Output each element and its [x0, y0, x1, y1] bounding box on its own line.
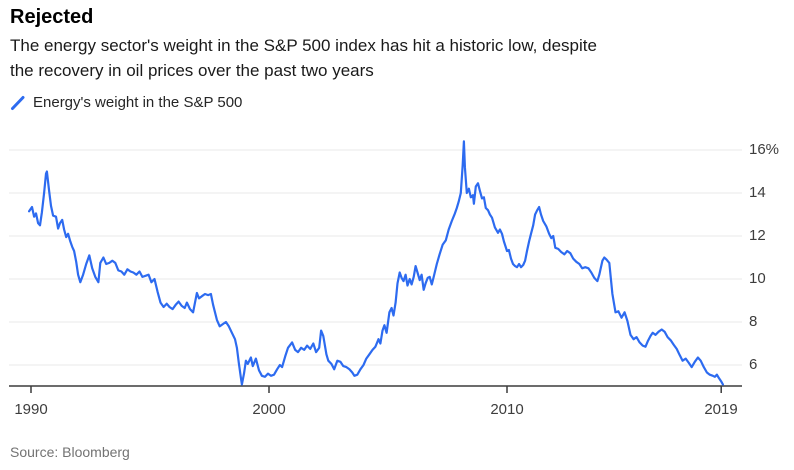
y-axis-label: 8: [749, 313, 758, 330]
y-axis-label: 14: [749, 184, 766, 201]
x-axis-label: 2010: [490, 401, 524, 418]
y-axis-label: 12: [749, 227, 766, 244]
energy-weight-line: [28, 140, 725, 386]
diagonal-line-icon: [10, 95, 26, 111]
x-axis-label: 2000: [252, 401, 286, 418]
y-axis-label: 16%: [749, 141, 780, 158]
page-title: Rejected: [10, 6, 94, 28]
y-axis-label: 6: [749, 356, 758, 373]
legend: Energy's weight in the S&P 500: [10, 94, 242, 111]
legend-label: Energy's weight in the S&P 500: [33, 94, 243, 111]
x-axis-label: 1990: [14, 401, 48, 418]
source-label: Source: Bloomberg: [10, 444, 130, 460]
x-axis-label: 2019: [704, 401, 738, 418]
y-axis-label: 10: [749, 270, 766, 287]
page-subtitle: The energy sector's weight in the S&P 50…: [10, 36, 597, 80]
